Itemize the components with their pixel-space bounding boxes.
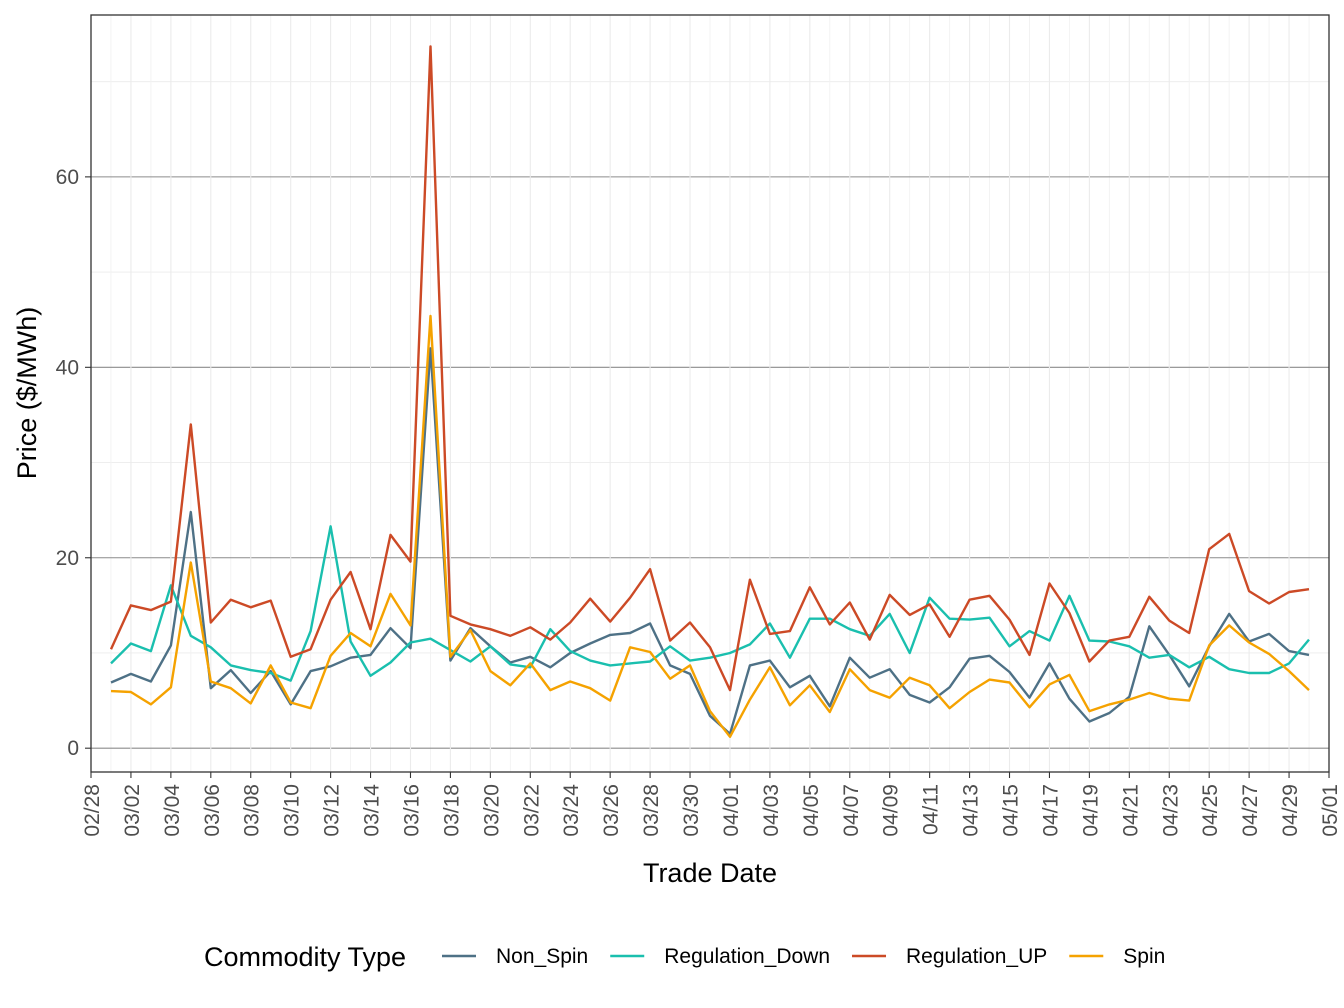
- x-tick-label: 03/30: [680, 784, 703, 837]
- x-tick-label: 03/24: [560, 784, 583, 837]
- x-axis-title: Trade Date: [643, 858, 777, 888]
- legend-label: Spin: [1123, 945, 1165, 968]
- y-tick-label: 40: [56, 356, 79, 379]
- y-tick-label: 0: [67, 737, 79, 760]
- x-tick-label: 03/16: [400, 784, 423, 837]
- x-tick-label: 04/17: [1039, 784, 1062, 837]
- x-tick-label: 03/02: [121, 784, 144, 837]
- x-tick-label: 04/09: [880, 784, 903, 837]
- y-tick-label: 20: [56, 547, 79, 570]
- x-tick-label: 03/04: [161, 784, 184, 837]
- series-lines: [109, 45, 1310, 738]
- legend-label: Regulation_Down: [664, 945, 830, 968]
- y-tick-label: 60: [56, 166, 79, 189]
- x-tick-label: 04/01: [720, 784, 743, 837]
- x-tick-label: 03/28: [640, 784, 663, 837]
- legend: Commodity Type Non_Spin Regulation_Down Re…: [204, 942, 1165, 972]
- legend-label: Non_Spin: [496, 945, 588, 968]
- x-tick-label: 05/01: [1319, 784, 1342, 837]
- x-axis: 02/28 03/02 03/04 03/06 03/08 03/10 03/12 03/14…: [81, 772, 1342, 837]
- series-line-regulation-up: [109, 45, 1310, 692]
- legend-title: Commodity Type: [204, 942, 406, 972]
- x-tick-label: 03/08: [241, 784, 264, 837]
- x-tick-label: 03/18: [440, 784, 463, 837]
- series-line-non-spin: [110, 347, 1310, 736]
- x-tick-label: 03/14: [361, 784, 384, 837]
- x-tick-label: 04/23: [1159, 784, 1182, 837]
- x-tick-label: 04/13: [960, 784, 983, 837]
- x-tick-label: 03/06: [201, 784, 224, 837]
- x-tick-label: 03/20: [480, 784, 503, 837]
- x-tick-label: 04/15: [1000, 784, 1023, 837]
- x-tick-label: 04/19: [1079, 784, 1102, 837]
- x-tick-label: 03/26: [600, 784, 623, 837]
- x-tick-label: 02/28: [81, 784, 104, 837]
- x-tick-label: 04/25: [1199, 784, 1222, 837]
- x-tick-label: 04/29: [1279, 784, 1302, 837]
- x-tick-label: 03/12: [321, 784, 344, 837]
- x-tick-label: 04/07: [840, 784, 863, 837]
- x-tick-label: 03/22: [520, 784, 543, 837]
- y-axis: 0 20 40 60: [56, 166, 91, 760]
- x-tick-label: 04/03: [760, 784, 783, 837]
- x-tick-label: 04/21: [1119, 784, 1142, 837]
- legend-label: Regulation_UP: [906, 945, 1047, 968]
- y-axis-title: Price ($/MWh): [12, 307, 42, 480]
- plot-border: [90, 14, 1330, 773]
- x-tick-label: 04/05: [800, 784, 823, 837]
- series-line-spin: [110, 314, 1310, 738]
- x-tick-label: 04/27: [1239, 784, 1262, 837]
- x-tick-label: 04/11: [920, 784, 943, 835]
- x-tick-label: 03/10: [281, 784, 304, 837]
